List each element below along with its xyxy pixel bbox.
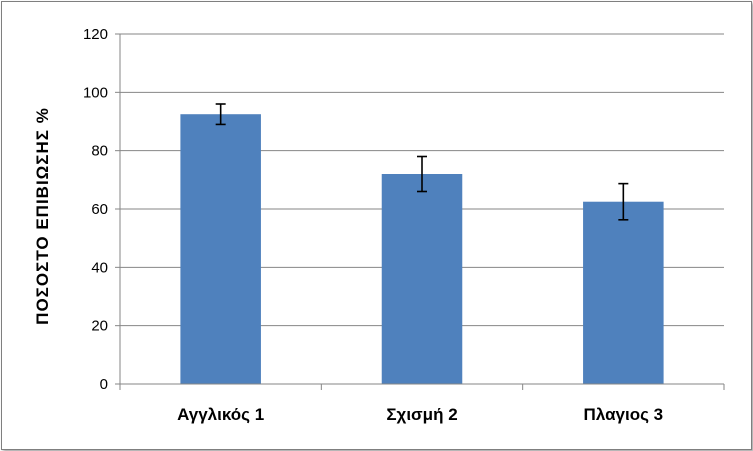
x-tick-label: Πλαγιος 3 xyxy=(584,405,664,424)
error-bars xyxy=(215,103,629,221)
y-tick-label: 100 xyxy=(83,84,108,101)
error-bar xyxy=(618,182,629,221)
x-tick-label: Σχισμή 2 xyxy=(386,405,457,424)
error-bar xyxy=(417,155,427,193)
x-tick-labels: Αγγλικός 1 Σχισμή 2 Πλαγιος 3 xyxy=(177,405,663,424)
x-tick-label: Αγγλικός 1 xyxy=(177,405,264,424)
x-axis xyxy=(119,34,725,390)
y-tick-label: 40 xyxy=(91,259,108,276)
y-tick-label: 120 xyxy=(83,26,108,43)
y-tick-label: 20 xyxy=(91,318,108,335)
y-tick-label: 60 xyxy=(91,201,108,218)
y-axis-label: ΠΟΣΟΣΤΟ ΕΠΙΒΙΩΣΗΣ % xyxy=(33,107,52,325)
bars xyxy=(180,114,664,384)
y-tick-labels: 0 20 40 60 80 100 120 xyxy=(83,26,108,393)
bar xyxy=(381,174,463,384)
bar xyxy=(583,201,664,384)
y-tick-label: 0 xyxy=(100,376,108,393)
bar xyxy=(180,114,261,384)
error-bar xyxy=(215,103,226,126)
y-tick-label: 80 xyxy=(91,143,108,160)
